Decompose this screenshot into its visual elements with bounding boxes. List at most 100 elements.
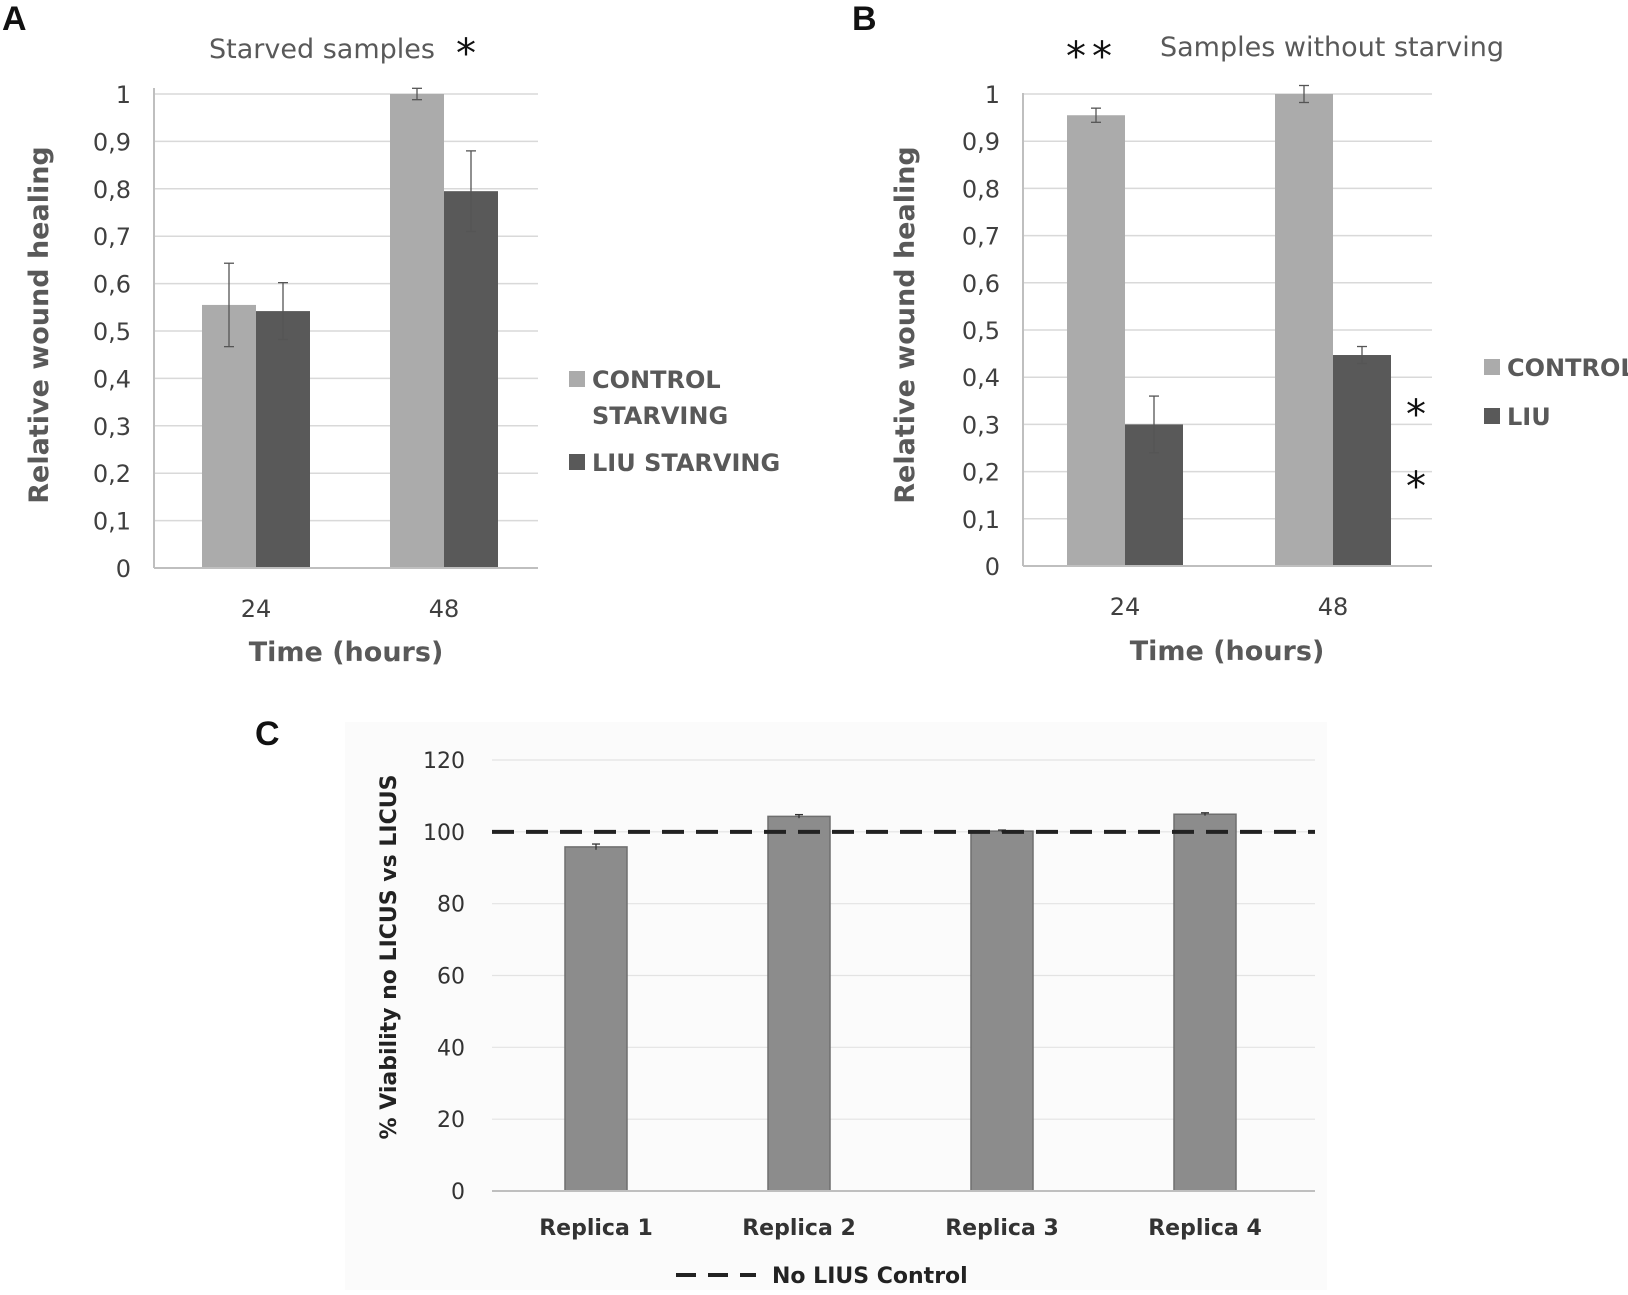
error-bar [278,282,288,341]
y-tick-label: 0 [985,553,1000,581]
panel-b-error-bars [1091,84,1367,454]
bar-replica-1 [564,846,628,1192]
legend-swatch-liu-starving [569,454,585,470]
y-tick-label: 0,4 [962,364,1000,392]
legend-swatch-liu [1484,408,1500,424]
x-tick-label: Replica 2 [742,1216,856,1241]
x-tick-label: Replica 3 [945,1216,1059,1241]
panel-b-bars [1067,94,1391,567]
error-bar [466,150,476,233]
bar-control-24 [1067,115,1125,567]
panel-c-y-label: % Viability no LICUS vs LICUS [377,775,402,1140]
panel-c-legend: No LIUS Control [676,1264,968,1289]
legend-label-liu-starving: LIU STARVING [592,449,780,477]
y-tick-label: 0,3 [962,411,1000,439]
bar-control-48 [1275,94,1333,566]
panel-a-title-star: * [456,31,476,77]
panel-b: B ** Samples without starving 00,10,20,3… [852,0,1628,667]
panel-a: A Starved samples * 00,10,20,30,40,50,60… [2,0,780,668]
panel-b-x-label: Time (hours) [1130,636,1325,667]
y-tick-label: 120 [423,749,465,774]
panel-a-legend: CONTROL STARVING LIU STARVING [569,366,780,477]
y-tick-label: 0,7 [962,223,1000,251]
legend-label-control: CONTROL [1507,354,1628,382]
error-bar [1149,395,1159,454]
y-tick-label: 40 [437,1036,465,1061]
y-tick-label: 0,8 [962,175,1000,203]
panel-c-x-ticks: Replica 1 Replica 2 Replica 3 Replica 4 [539,1216,1262,1241]
panel-c-letter: C [255,715,280,753]
x-tick-label: 24 [1110,593,1141,621]
y-tick-label: 0,2 [93,460,131,488]
x-tick-label: 48 [1318,593,1349,621]
y-tick-label: 20 [437,1108,465,1133]
bar-replica-4 [1173,813,1237,1192]
panel-a-y-ticks: 0 0,1 0,2 0,3 0,4 0,5 0,6 0,7 0,8 0,9 1 [93,81,131,583]
panel-a-y-label: Relative wound healing [24,146,55,504]
panel-b-y-label: Relative wound healing [890,146,921,504]
panel-b-title: Samples without starving [1160,32,1504,63]
bar-control-starving-48 [390,94,444,568]
legend-label-liu: LIU [1507,403,1551,431]
panel-a-error-bars [224,87,476,348]
panel-a-x-label: Time (hours) [249,637,444,668]
legend-label-control-starving-line2: STARVING [592,402,728,430]
x-tick-label: 48 [429,595,460,623]
error-bar [592,843,600,850]
y-tick-label: 0,2 [962,459,1000,487]
error-bar [1091,107,1101,123]
bar-liu-starving-24 [256,311,310,568]
y-tick-label: 0,3 [93,413,131,441]
panel-b-annotation-star-1: * [1406,392,1426,438]
y-tick-label: 0 [451,1180,465,1205]
panel-b-annotation-star-2: * [1406,464,1426,510]
error-bar [1357,345,1367,365]
legend-label-no-lius-control: No LIUS Control [772,1264,968,1289]
y-tick-label: 0,5 [962,317,1000,345]
bar-liu-starving-48 [444,191,498,569]
bar-liu-48 [1333,355,1391,566]
panel-b-letter: B [852,0,877,38]
x-tick-label: 24 [241,595,272,623]
y-tick-label: 0,1 [962,506,1000,534]
error-bar [1299,84,1309,104]
y-tick-label: 100 [423,821,465,846]
bar-replica-2 [767,815,831,1192]
y-tick-label: 0,5 [93,318,131,346]
y-tick-label: 0,6 [962,270,1000,298]
panel-a-bars [202,94,498,569]
error-bar [224,262,234,348]
y-tick-label: 0,8 [93,176,131,204]
y-tick-label: 0,6 [93,271,131,299]
panel-c-bars [564,813,1237,1192]
bar-control-starving-24 [202,304,256,568]
panel-a-title: Starved samples [209,34,435,65]
panel-b-title-stars: ** [1066,34,1118,80]
panel-c-plot-background [345,722,1327,1290]
error-bar [795,813,803,819]
y-tick-label: 0,4 [93,365,131,393]
error-bar [1201,812,1209,816]
legend-swatch-control-starving [569,371,585,387]
panel-b-y-ticks: 0 0,1 0,2 0,3 0,4 0,5 0,6 0,7 0,8 0,9 1 [962,81,1000,581]
panel-a-letter: A [2,0,27,38]
y-tick-label: 0,1 [93,508,131,536]
legend-label-control-starving-line1: CONTROL [592,366,721,394]
legend-swatch-control [1484,359,1500,375]
y-tick-label: 1 [985,81,1000,109]
bar-replica-3 [970,830,1034,1192]
panel-b-x-ticks: 24 48 [1110,593,1349,621]
x-tick-label: Replica 1 [539,1216,653,1241]
panel-b-legend: CONTROL LIU [1484,354,1628,431]
y-tick-label: 0,7 [93,223,131,251]
y-tick-label: 0,9 [962,128,1000,156]
x-tick-label: Replica 4 [1148,1216,1262,1241]
y-tick-label: 1 [116,81,131,109]
panel-a-x-ticks: 24 48 [241,595,460,623]
y-tick-label: 0,9 [93,128,131,156]
panel-c-y-ticks: 0 20 40 60 80 100 120 [423,749,465,1205]
y-tick-label: 0 [116,555,131,583]
error-bar [412,87,422,101]
